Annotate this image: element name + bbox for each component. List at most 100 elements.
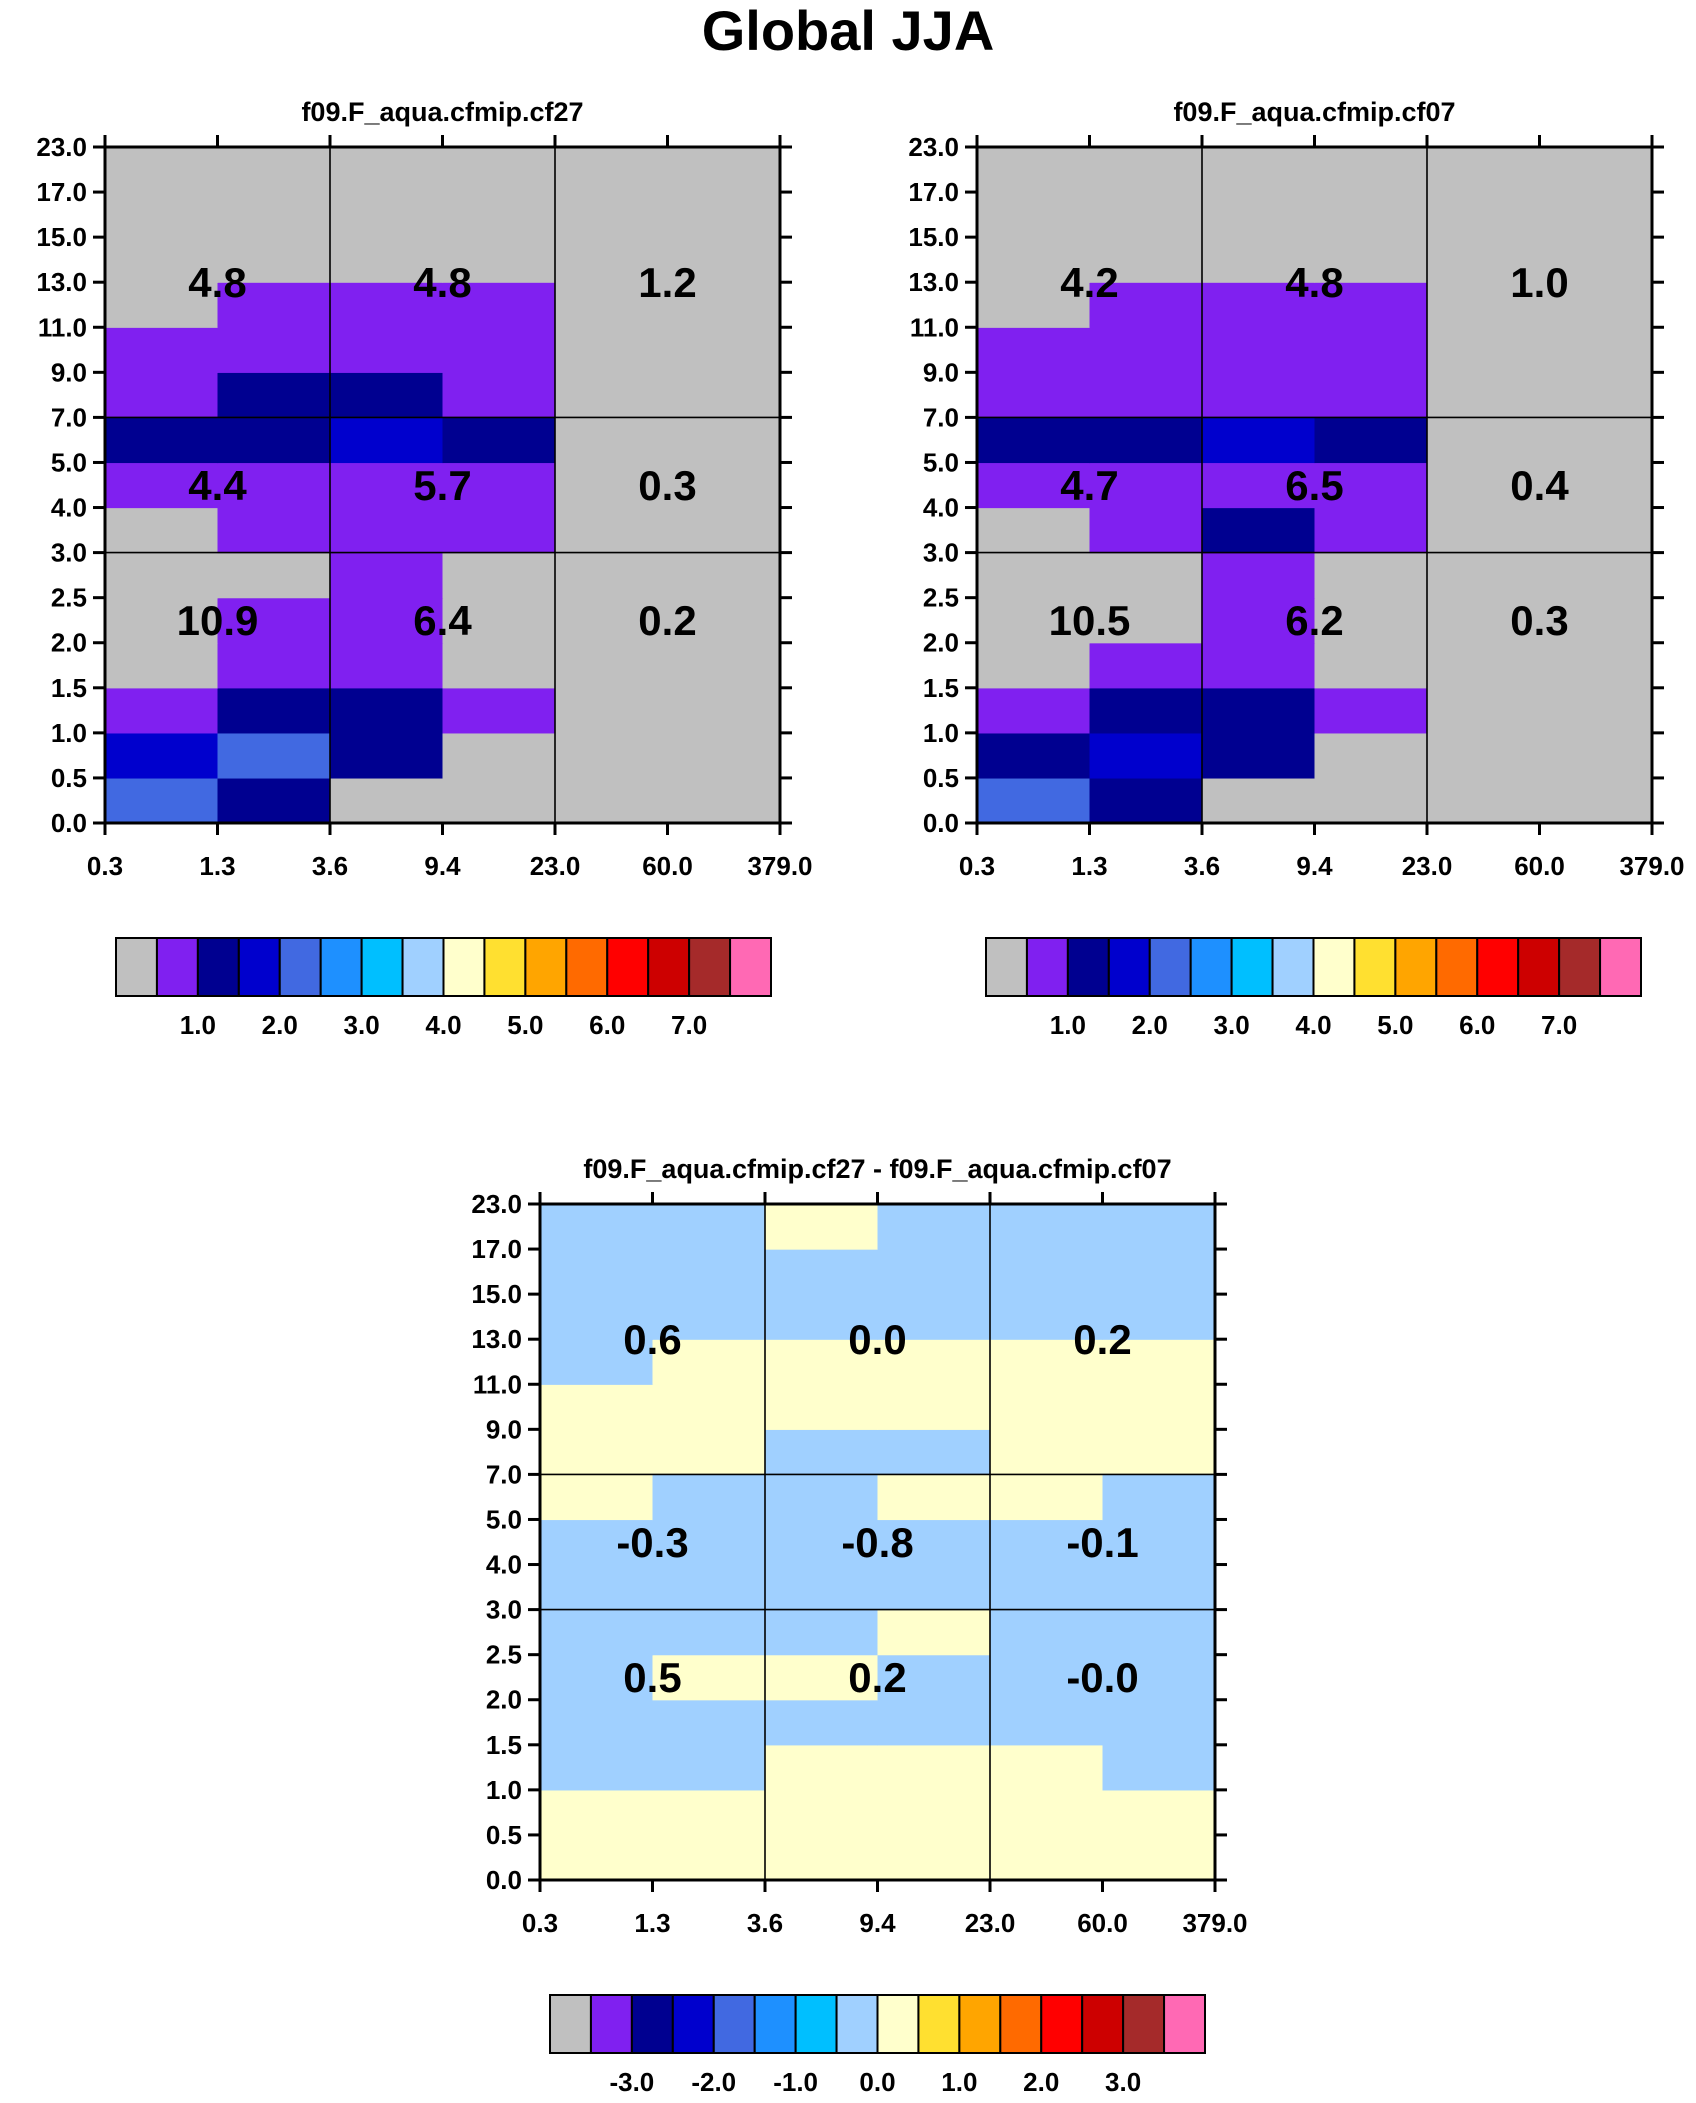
heatmap-cell	[1314, 597, 1428, 644]
heatmap-cell	[540, 1699, 654, 1746]
heatmap-cell	[990, 1204, 1104, 1250]
heatmap-cell	[442, 507, 556, 554]
heatmap-cell	[540, 1429, 654, 1475]
heatmap-cell	[877, 1474, 991, 1521]
y-tick-label: 0.5	[923, 763, 959, 793]
colorbar-swatch	[1148, 937, 1192, 997]
colorbar-swatch	[1353, 937, 1397, 997]
y-tick-label: 2.0	[486, 1685, 522, 1715]
heatmap-cell	[442, 327, 556, 373]
heatmap-cell	[330, 147, 444, 193]
heatmap-cell	[442, 462, 556, 509]
heatmap-cell	[217, 687, 331, 734]
colorbar-label: 1.0	[1050, 1010, 1086, 1040]
heatmap-cell	[442, 687, 556, 734]
heatmap-cell	[540, 1519, 654, 1566]
heatmap-cell	[442, 777, 556, 824]
heatmap-cell	[877, 1654, 991, 1701]
heatmap-cell	[330, 192, 444, 238]
heatmap-cell	[1427, 147, 1541, 193]
y-tick-label: 3.0	[923, 538, 959, 568]
heatmap-cell	[217, 327, 331, 373]
heatmap-cell	[667, 732, 781, 779]
heatmap-cell	[217, 147, 331, 193]
heatmap-cell	[765, 1204, 879, 1250]
heatmap-cell	[1539, 417, 1653, 464]
colorbar-swatch	[401, 937, 445, 997]
y-tick-label: 1.5	[486, 1730, 522, 1760]
x-tick-label: 379.0	[747, 851, 812, 881]
heatmap-cell	[330, 507, 444, 554]
region-value-label: 0.5	[623, 1654, 681, 1701]
heatmap-cell	[330, 597, 444, 644]
heatmap-cell	[990, 1294, 1104, 1340]
heatmap-cell	[1314, 282, 1428, 328]
heatmap-cell	[1427, 777, 1541, 824]
heatmap-cell	[217, 372, 331, 418]
x-tick-label: 9.4	[1296, 851, 1333, 881]
y-tick-label: 2.0	[51, 628, 87, 658]
heatmap-cell	[442, 372, 556, 418]
heatmap-cell	[990, 1429, 1104, 1475]
heatmap-cell	[1539, 732, 1653, 779]
y-tick-label: 5.0	[923, 447, 959, 477]
heatmap-cell	[1089, 372, 1203, 418]
heatmap-cell	[1102, 1384, 1216, 1430]
heatmap-cell	[330, 237, 444, 283]
heatmap-cell	[1089, 507, 1203, 554]
heatmap-cell	[877, 1339, 991, 1385]
heatmap-cell	[217, 417, 331, 464]
heatmap-cell	[1314, 507, 1428, 554]
heatmap-cell	[1539, 237, 1653, 283]
y-tick-label: 1.0	[923, 718, 959, 748]
heatmap-cell	[667, 327, 781, 373]
heatmap-cell	[1427, 642, 1541, 689]
region-value-label: -0.8	[841, 1519, 913, 1566]
colorbar-swatch	[1435, 937, 1479, 997]
heatmap-cell	[442, 642, 556, 689]
x-tick-label: 23.0	[1402, 851, 1453, 881]
heatmap-cell	[1427, 372, 1541, 418]
y-tick-label: 4.0	[923, 493, 959, 523]
y-tick-label: 1.0	[51, 718, 87, 748]
colorbar-swatch	[1163, 1994, 1206, 2054]
region-value-label: 4.8	[413, 259, 471, 306]
heatmap-cell	[877, 1519, 991, 1566]
colorbar-label: 7.0	[1541, 1010, 1577, 1040]
region-value-label: 0.3	[1510, 597, 1568, 644]
heatmap-cell	[217, 777, 331, 824]
heatmap-cell	[555, 147, 669, 193]
heatmap-cell	[765, 1744, 879, 1791]
colorbar-swatch	[155, 937, 199, 997]
heatmap-cell	[1089, 417, 1203, 464]
y-tick-label: 0.0	[486, 1865, 522, 1895]
heatmap-cell	[1089, 147, 1203, 193]
colorbar-label: 4.0	[425, 1010, 461, 1040]
heatmap-cell	[1427, 237, 1541, 283]
heatmap-cell	[1089, 777, 1203, 824]
y-tick-label: 15.0	[36, 222, 87, 252]
heatmap-cell	[652, 1519, 766, 1566]
heatmap-cell	[1202, 687, 1316, 734]
heatmap-cell	[1427, 327, 1541, 373]
y-tick-label: 9.0	[923, 357, 959, 387]
colorbar-swatch	[483, 937, 527, 997]
y-tick-label: 2.0	[923, 628, 959, 658]
colorbar-swatch	[549, 1994, 592, 2054]
y-tick-label: 11.0	[473, 1369, 522, 1399]
heatmap-cell	[1539, 282, 1653, 328]
heatmap-cell	[765, 1654, 879, 1701]
x-tick-label: 379.0	[1182, 1908, 1247, 1938]
heatmap-cell	[877, 1699, 991, 1746]
heatmap-cell	[652, 1564, 766, 1611]
panel-title: f09.F_aqua.cfmip.cf27	[301, 97, 583, 127]
region-value-label: 10.9	[177, 597, 259, 644]
colorbar-swatch	[794, 1994, 838, 2054]
y-tick-label: 7.0	[51, 402, 87, 432]
heatmap-cell	[765, 1519, 879, 1566]
heatmap-cell	[977, 282, 1091, 328]
heatmap-cell	[1314, 237, 1428, 283]
heatmap-cell	[1089, 192, 1203, 238]
y-tick-label: 2.5	[923, 583, 959, 613]
heatmap-cell	[1089, 597, 1203, 644]
